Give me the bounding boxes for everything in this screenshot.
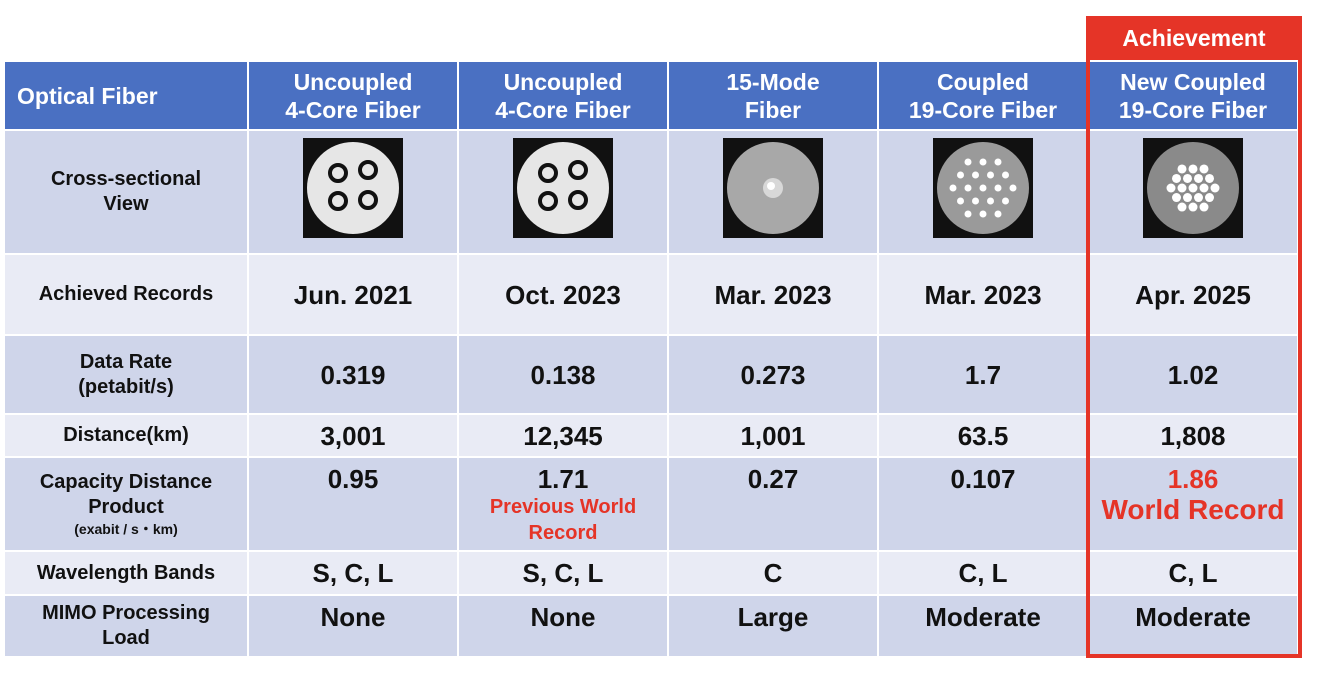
cell-note: World Record <box>1101 494 1285 525</box>
row-label: Achieved Records <box>38 283 214 305</box>
row-label-cell: Cross-sectional View <box>5 131 247 253</box>
table-cell: 1.7 <box>879 336 1087 413</box>
table-cell: Mar. 2023 <box>879 255 1087 334</box>
cell-value: 1,001 <box>740 420 806 451</box>
cell-value: 0.273 <box>740 359 806 390</box>
header-cell: Optical Fiber <box>5 62 247 129</box>
table-cell: Large <box>669 596 877 656</box>
cell-value: 0.27 <box>747 464 799 494</box>
row-label-cell: Capacity Distance Product (exabit / s・km) <box>5 458 247 550</box>
table-cell: S, C, L <box>249 552 457 594</box>
table-cell: 1,001 <box>669 415 877 456</box>
header-cell: New Coupled 19-Core Fiber <box>1089 62 1297 129</box>
table-cell: C <box>669 552 877 594</box>
table-cell: C, L <box>879 552 1087 594</box>
cell-value: C, L <box>1168 558 1218 588</box>
table-cell: 0.95 <box>249 458 457 550</box>
header-cell: Uncoupled 4-Core Fiber <box>459 62 667 129</box>
row-label-cell: Data Rate (petabit/s) <box>5 336 247 413</box>
table-cell: 1.02 <box>1089 336 1297 413</box>
cell-value: S, C, L <box>522 558 604 588</box>
table-cell: C, L <box>1089 552 1297 594</box>
fiber-image <box>933 138 1033 238</box>
row-label-cell: Wavelength Bands <box>5 552 247 594</box>
table-cell: None <box>459 596 667 656</box>
cell-value: Oct. 2023 <box>505 279 621 310</box>
row-label: Capacity Distance Product <box>39 471 213 518</box>
header-cell: 15-Mode Fiber <box>669 62 877 129</box>
table-cell: 0.138 <box>459 336 667 413</box>
row-label: Wavelength Bands <box>36 561 216 584</box>
row-label: Data Rate (petabit/s) <box>78 350 174 398</box>
cell-value: None <box>320 602 386 632</box>
fiber-image <box>723 138 823 238</box>
row-label-cell: Distance(km) <box>5 415 247 456</box>
table-cell: None <box>249 596 457 656</box>
row-unit: (exabit / s・km) <box>74 521 178 537</box>
cell-value: 0.95 <box>327 464 379 494</box>
table-cell: 0.273 <box>669 336 877 413</box>
cell-value: 1.71 <box>537 464 589 494</box>
table-cell: Mar. 2023 <box>669 255 877 334</box>
row-label-cell: Achieved Records <box>5 255 247 334</box>
header-cell: Coupled 19-Core Fiber <box>879 62 1087 129</box>
table-cell: 1.71 Previous World Record <box>459 458 667 550</box>
cell-value: 1.86 <box>1167 464 1219 494</box>
cell-value: S, C, L <box>312 558 394 588</box>
cell-value: 0.138 <box>530 359 596 390</box>
table-cell: 63.5 <box>879 415 1087 456</box>
fiber-image <box>303 138 403 238</box>
cell-value: 1.7 <box>964 359 1002 390</box>
header-cell: Uncoupled 4-Core Fiber <box>249 62 457 129</box>
cell-value: Large <box>737 602 809 632</box>
cell-value: Moderate <box>1135 602 1251 632</box>
fiber-image <box>513 138 613 238</box>
table-cell: Jun. 2021 <box>249 255 457 334</box>
table-cell: 0.27 <box>669 458 877 550</box>
cell-value: C <box>763 558 783 588</box>
row-label: Cross-sectional View <box>50 168 202 215</box>
achievement-label: Achievement <box>1086 16 1302 60</box>
cell-note: Previous World Record <box>489 496 637 544</box>
cell-value: C, L <box>958 558 1008 588</box>
cell-value: Apr. 2025 <box>1135 279 1251 310</box>
cell-value: Mar. 2023 <box>924 279 1042 310</box>
table-cell: Oct. 2023 <box>459 255 667 334</box>
cell-value: 1,808 <box>1160 420 1226 451</box>
cell-value: 1.02 <box>1167 359 1219 390</box>
table-cell: 0.107 <box>879 458 1087 550</box>
table-cell: Moderate <box>879 596 1087 656</box>
row-label: MIMO Processing Load <box>42 602 210 649</box>
cell-value: 3,001 <box>320 420 386 451</box>
table-cell: 1.86 World Record <box>1089 458 1297 550</box>
cell-value: Moderate <box>925 602 1041 632</box>
row-label-cell: MIMO Processing Load <box>5 596 247 656</box>
table-cell: 12,345 <box>459 415 667 456</box>
table-cell: 0.319 <box>249 336 457 413</box>
cell-value: None <box>530 602 596 632</box>
table-cell: Moderate <box>1089 596 1297 656</box>
table-cell: Apr. 2025 <box>1089 255 1297 334</box>
cell-value: Mar. 2023 <box>714 279 832 310</box>
row-label: Distance(km) <box>63 424 189 446</box>
cell-value: 0.107 <box>950 464 1016 494</box>
cell-value: 63.5 <box>957 420 1009 451</box>
table-cell: 1,808 <box>1089 415 1297 456</box>
cell-value: 12,345 <box>523 420 603 451</box>
table-cell: 3,001 <box>249 415 457 456</box>
cell-value: 0.319 <box>320 359 386 390</box>
fiber-image <box>1143 138 1243 238</box>
table-cell: S, C, L <box>459 552 667 594</box>
cell-value: Jun. 2021 <box>293 279 413 310</box>
